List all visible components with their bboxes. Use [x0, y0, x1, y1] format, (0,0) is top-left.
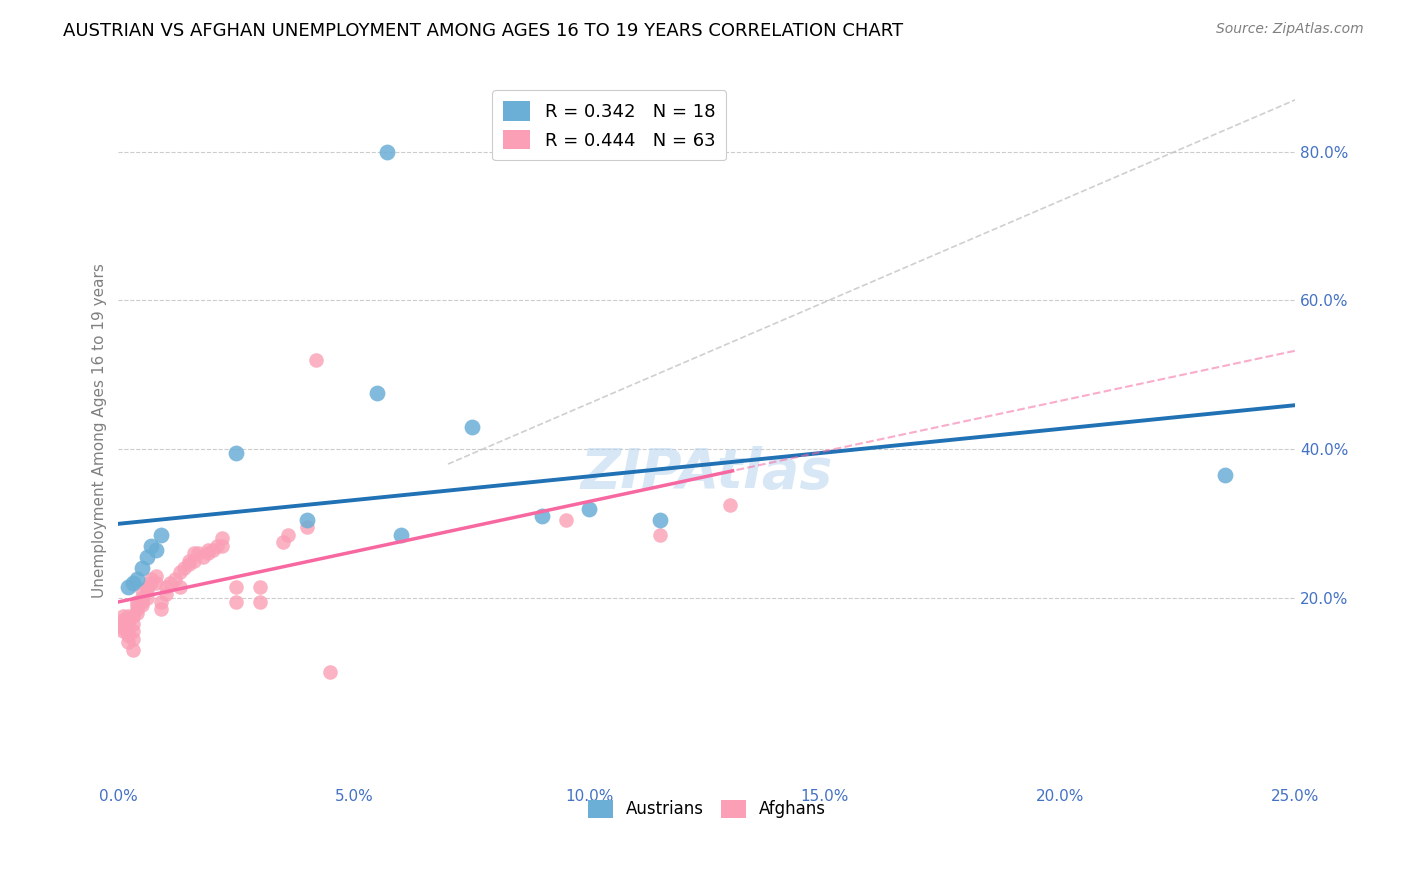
- Point: [127, 599, 149, 613]
- Point: [117, 609, 139, 624]
- Point: [366, 386, 388, 401]
- Point: [131, 591, 153, 605]
- Point: [163, 572, 186, 586]
- Point: [197, 542, 219, 557]
- Point: [460, 420, 482, 434]
- Point: [173, 561, 195, 575]
- Point: [225, 594, 247, 608]
- Point: [249, 594, 271, 608]
- Y-axis label: Unemployment Among Ages 16 to 19 years: Unemployment Among Ages 16 to 19 years: [93, 263, 107, 598]
- Point: [112, 609, 135, 624]
- Point: [159, 576, 181, 591]
- Point: [127, 594, 149, 608]
- Point: [177, 558, 200, 572]
- Point: [127, 572, 149, 586]
- Point: [197, 546, 219, 560]
- Point: [131, 599, 153, 613]
- Point: [375, 145, 398, 159]
- Point: [141, 539, 163, 553]
- Point: [319, 665, 342, 680]
- Point: [112, 616, 135, 631]
- Point: [135, 583, 157, 598]
- Point: [149, 594, 172, 608]
- Point: [225, 580, 247, 594]
- Point: [169, 580, 191, 594]
- Point: [112, 613, 135, 627]
- Point: [145, 568, 167, 582]
- Point: [277, 527, 299, 541]
- Point: [117, 624, 139, 639]
- Point: [648, 513, 671, 527]
- Point: [121, 609, 143, 624]
- Point: [131, 583, 153, 598]
- Point: [531, 509, 554, 524]
- Legend: Austrians, Afghans: Austrians, Afghans: [581, 793, 832, 825]
- Point: [183, 546, 205, 560]
- Point: [225, 446, 247, 460]
- Point: [117, 616, 139, 631]
- Point: [121, 616, 143, 631]
- Point: [183, 554, 205, 568]
- Point: [145, 576, 167, 591]
- Point: [131, 561, 153, 575]
- Text: ZIPAtlas: ZIPAtlas: [581, 446, 834, 500]
- Point: [295, 520, 318, 534]
- Point: [135, 591, 157, 605]
- Point: [149, 527, 172, 541]
- Point: [295, 513, 318, 527]
- Point: [720, 498, 742, 512]
- Point: [211, 539, 233, 553]
- Point: [149, 602, 172, 616]
- Point: [305, 353, 328, 368]
- Point: [121, 632, 143, 646]
- Text: AUSTRIAN VS AFGHAN UNEMPLOYMENT AMONG AGES 16 TO 19 YEARS CORRELATION CHART: AUSTRIAN VS AFGHAN UNEMPLOYMENT AMONG AG…: [63, 22, 904, 40]
- Point: [127, 602, 149, 616]
- Point: [117, 580, 139, 594]
- Point: [271, 535, 294, 549]
- Point: [155, 587, 177, 601]
- Point: [135, 549, 157, 564]
- Point: [135, 580, 157, 594]
- Point: [1213, 468, 1236, 483]
- Point: [187, 546, 209, 560]
- Point: [648, 527, 671, 541]
- Point: [112, 624, 135, 639]
- Point: [578, 501, 600, 516]
- Point: [131, 594, 153, 608]
- Point: [554, 513, 576, 527]
- Point: [211, 532, 233, 546]
- Point: [141, 576, 163, 591]
- Point: [201, 542, 224, 557]
- Point: [177, 554, 200, 568]
- Point: [141, 572, 163, 586]
- Point: [155, 580, 177, 594]
- Point: [193, 549, 215, 564]
- Point: [121, 643, 143, 657]
- Point: [145, 542, 167, 557]
- Point: [169, 565, 191, 579]
- Text: Source: ZipAtlas.com: Source: ZipAtlas.com: [1216, 22, 1364, 37]
- Point: [207, 539, 229, 553]
- Point: [121, 624, 143, 639]
- Point: [389, 527, 412, 541]
- Point: [117, 628, 139, 642]
- Point: [112, 621, 135, 635]
- Point: [117, 635, 139, 649]
- Point: [249, 580, 271, 594]
- Point: [127, 606, 149, 620]
- Point: [121, 576, 143, 591]
